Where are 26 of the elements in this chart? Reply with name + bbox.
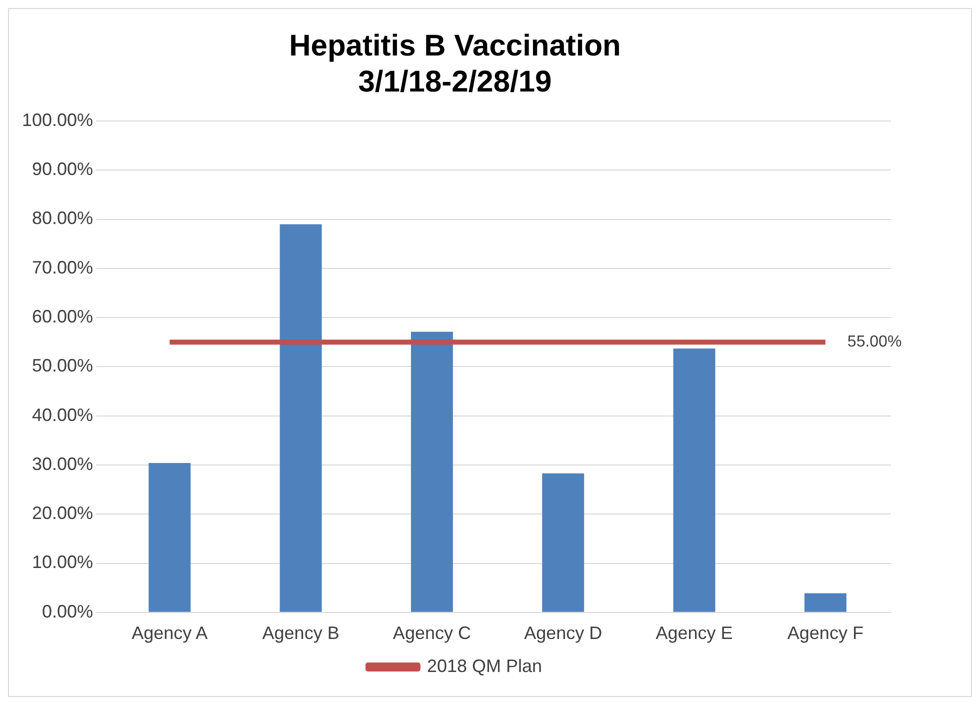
y-tick-label: 90.00% — [32, 159, 94, 180]
chart-title: Hepatitis B Vaccination 3/1/18-2/28/19 — [289, 29, 621, 98]
x-tick-label: Agency E — [656, 623, 733, 644]
bar — [542, 473, 584, 612]
y-tick-label: 80.00% — [32, 208, 94, 228]
bar — [673, 348, 716, 612]
x-tick-label: Agency F — [787, 623, 864, 644]
bar — [410, 332, 453, 612]
y-tick-label: 100.00% — [22, 110, 94, 130]
bar — [148, 463, 191, 612]
x-tick-label: Agency C — [392, 623, 471, 644]
y-tick-label: 20.00% — [32, 503, 94, 524]
y-tick-label: 10.00% — [32, 552, 94, 572]
x-tick-label: Agency D — [524, 623, 602, 644]
x-tick-label: Agency A — [132, 623, 208, 644]
y-tick-label: 50.00% — [32, 356, 94, 376]
y-tick-label: 0.00% — [42, 601, 94, 622]
y-tick-label: 40.00% — [32, 404, 94, 425]
y-tick-label: 70.00% — [32, 257, 94, 278]
legend-label: 2018 QM Plan — [426, 656, 542, 676]
y-tick-label: 30.00% — [32, 454, 94, 474]
bar — [804, 593, 846, 612]
x-tick-label: Agency B — [262, 623, 340, 644]
y-tick-label: 60.00% — [32, 306, 94, 327]
bar — [280, 224, 322, 612]
data-label: 55.00% — [847, 334, 902, 351]
